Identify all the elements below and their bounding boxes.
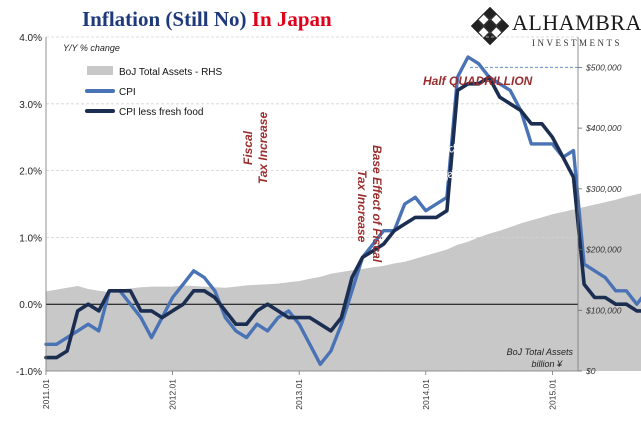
y-tick-label-right: $0 <box>585 366 596 376</box>
title-accent: In Japan <box>251 7 332 31</box>
alhambra-diamond-icon <box>470 6 510 46</box>
company-logo: ALHAMBRA INVESTMENTS <box>468 4 641 54</box>
fiscal-annotation: Fiscal <box>241 130 255 165</box>
title-main: Inflation (Still No) <box>82 7 252 31</box>
logo-subtitle: INVESTMENTS <box>532 38 622 48</box>
chart-title: Inflation (Still No) In Japan <box>82 7 332 32</box>
legend-swatch-boj <box>87 66 113 75</box>
x-tick-label: 2015.01 <box>547 379 557 410</box>
y-tick-label-right: $400,000 <box>585 123 622 133</box>
base-effect-annotation: Tax Increase <box>355 170 369 243</box>
legend-label: CPI less fresh food <box>119 107 203 118</box>
base-effect-annotation: Base Effect of Fiscal <box>370 145 384 263</box>
y-tick-label-left: -1.0% <box>16 367 42 378</box>
y-tick-label-right: $300,000 <box>585 184 622 194</box>
x-tick-label: 2012.01 <box>168 379 178 410</box>
y-tick-label-left: 0.0% <box>19 300 42 311</box>
y-tick-label-right: $100,000 <box>585 305 622 315</box>
y-tick-label-left: 3.0% <box>19 100 42 111</box>
y-axis-label: Y/Y % change <box>63 43 120 53</box>
fiscal-annotation: Tax Increase <box>256 112 270 185</box>
legend-label: BoJ Total Assets - RHS <box>119 67 223 78</box>
legend-label: CPI <box>119 87 136 98</box>
x-tick-label: 2013.01 <box>294 379 304 410</box>
cpi-less-fresh-food-line <box>44 75 641 360</box>
y-tick-label-left: 2.0% <box>19 167 42 178</box>
half-quadrillion-annotation: Half QUADRILLION <box>423 74 533 88</box>
y-tick-label-right: $500,000 <box>585 62 622 72</box>
y-tick-label-left: 4.0% <box>19 33 42 44</box>
boj-assets-axis-label: billion ¥ <box>531 359 563 369</box>
boj-assets-axis-label: BoJ Total Assets <box>507 347 574 357</box>
y-tick-label-left: 1.0% <box>19 233 42 244</box>
x-tick-label: 2014.01 <box>421 379 431 410</box>
y-tick-label-right: $200,000 <box>585 245 622 255</box>
logo-name: ALHAMBRA <box>512 10 641 35</box>
x-tick-label: 2011.01 <box>41 379 51 409</box>
cpi-line <box>44 55 641 366</box>
